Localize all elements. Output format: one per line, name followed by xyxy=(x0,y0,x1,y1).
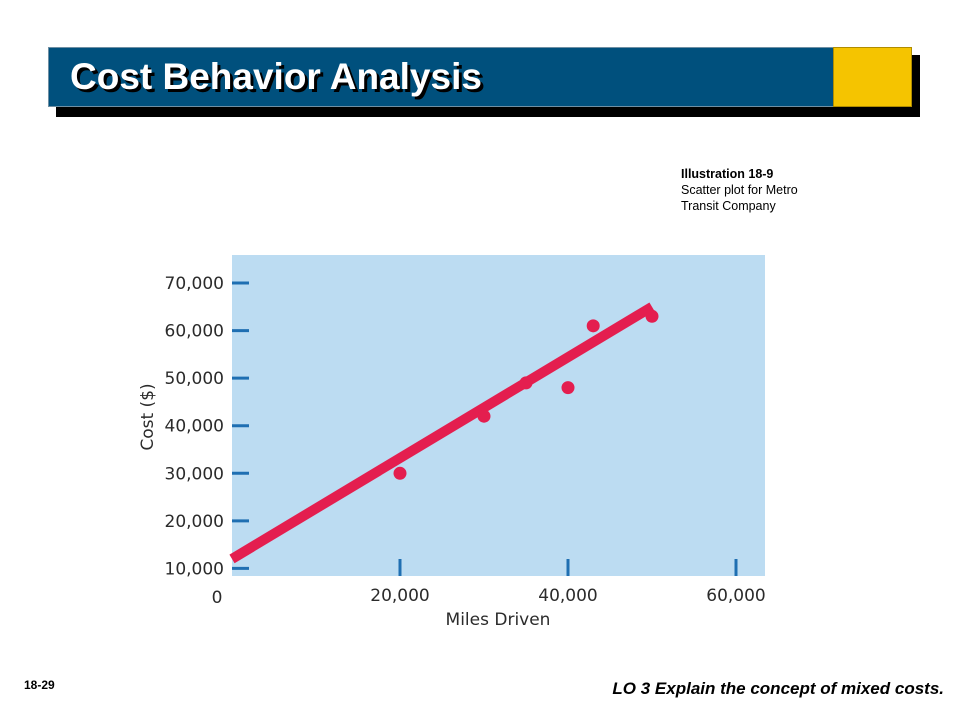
y-tick-label: 70,000 xyxy=(165,274,224,294)
y-tick-label: 60,000 xyxy=(165,322,224,342)
title-accent-block xyxy=(833,47,912,107)
illustration-label: Illustration 18-9 xyxy=(681,167,774,181)
page-title: Cost Behavior Analysis xyxy=(70,56,482,97)
y-axis-title: Cost ($) xyxy=(138,383,158,450)
y-tick-label: 20,000 xyxy=(165,512,224,532)
slide-number: 18-29 xyxy=(24,678,55,692)
title-bar xyxy=(48,47,912,107)
y-tick-label: 30,000 xyxy=(165,464,224,484)
data-point xyxy=(477,409,491,423)
x-tick-label: 40,000 xyxy=(538,586,597,606)
data-point xyxy=(519,376,533,390)
illustration-caption-line-1: Scatter plot for Metro xyxy=(681,183,798,197)
plot-area xyxy=(232,255,765,576)
y-tick-label: 50,000 xyxy=(165,369,224,389)
data-point xyxy=(561,381,575,395)
data-point xyxy=(586,319,600,333)
data-point xyxy=(393,466,407,480)
illustration-caption-line-2: Transit Company xyxy=(681,199,776,213)
y-tick-label: 10,000 xyxy=(165,559,224,579)
y-tick-label: 40,000 xyxy=(165,417,224,437)
data-point xyxy=(645,309,659,323)
illustration-caption: Illustration 18-9 Scatter plot for Metro… xyxy=(681,166,798,214)
x-axis-title: Miles Driven xyxy=(446,610,551,630)
trend-line xyxy=(229,302,655,564)
origin-label: 0 xyxy=(212,588,223,608)
learning-objective: LO 3 Explain the concept of mixed costs. xyxy=(612,679,944,698)
x-tick-label: 60,000 xyxy=(706,586,765,606)
x-tick-label: 20,000 xyxy=(370,586,429,606)
